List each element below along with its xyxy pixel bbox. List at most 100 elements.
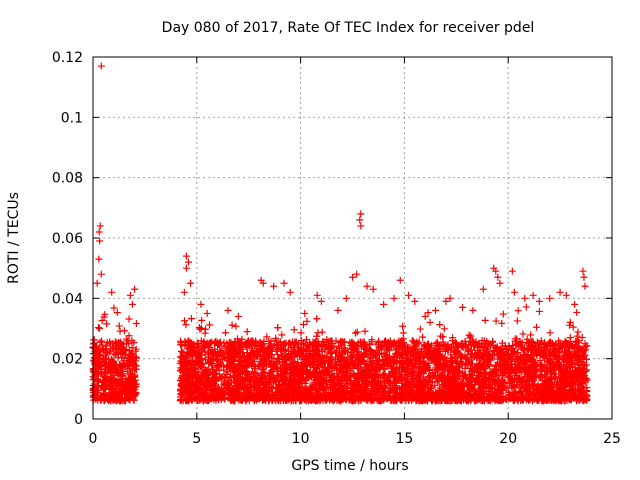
data-point [198,316,206,324]
data-point [533,323,541,331]
data-point [122,387,130,395]
data-point [132,347,140,355]
data-point [323,353,331,361]
data-point [274,351,282,359]
y-tick-label: 0.04 [52,291,83,307]
data-point [118,364,126,372]
data-point [299,340,307,348]
data-point [111,377,119,385]
data-point [108,382,116,390]
x-tick-label: 10 [292,431,310,447]
data-point [113,309,121,317]
data-point [522,303,530,311]
data-point [573,308,581,316]
data-point [498,319,506,327]
data-point [461,337,469,345]
data-point [94,375,102,383]
data-point [386,346,394,354]
data-point [95,359,103,367]
data-point [290,326,298,334]
data-point [132,365,140,373]
data-point [398,368,406,376]
x-tick-label: 5 [192,431,201,447]
data-point [102,361,110,369]
data-point [125,394,133,402]
data-point [110,350,118,358]
x-tick-label: 15 [395,431,413,447]
data-point [353,328,361,336]
data-point [399,322,407,330]
data-point [514,307,522,315]
data-point [115,322,123,330]
data-point [126,357,134,365]
data-point [128,344,136,352]
data-point [578,334,586,342]
data-point [116,339,124,347]
data-point [513,317,521,325]
data-point [481,316,489,324]
data-point [94,324,102,332]
data-point [103,376,111,384]
chart-title: Day 080 of 2017, Rate Of TEC Index for r… [162,20,535,36]
data-point [416,325,424,333]
data-point [228,321,236,329]
data-point [102,385,110,393]
data-point [527,331,535,339]
data-point [187,315,195,323]
data-point [263,333,271,341]
data-point [492,317,500,325]
x-tick-label: 25 [603,431,621,447]
data-point [102,348,110,356]
data-point [100,356,108,364]
data-point [206,321,214,329]
data-point [499,310,507,318]
data-point [113,392,121,400]
data-point [519,330,527,338]
data-point [351,329,359,337]
data-point [232,322,240,330]
data-point [298,339,306,347]
data-point [98,317,106,325]
data-point [131,371,139,379]
data-point [129,362,137,370]
data-point [112,384,120,392]
x-tick-label: 0 [89,431,98,447]
y-tick-label: 0.08 [52,171,83,187]
data-point [105,392,113,400]
data-point [221,329,229,337]
data-point [125,315,133,323]
data-point [297,329,305,337]
data-point [535,307,543,315]
data-point [426,318,434,326]
data-point [118,394,126,402]
data-point [181,317,189,325]
data-point [130,392,138,400]
data-point [278,331,286,339]
y-tick-label: 0.02 [52,352,83,368]
data-points [89,62,591,405]
data-point [122,393,130,401]
data-point [94,386,102,394]
data-point [110,388,118,396]
data-point [299,321,307,329]
data-point [127,384,135,392]
data-point [98,337,106,345]
data-point [546,329,554,337]
data-point [94,347,102,355]
y-tick-label: 0.1 [61,110,83,126]
data-point [243,328,251,336]
data-point [113,381,121,389]
data-point [120,360,128,368]
data-point [128,337,136,345]
data-point [574,328,582,336]
data-point [91,392,99,400]
data-point [100,389,108,397]
data-point [110,360,118,368]
data-point [124,361,132,369]
axis-ticks: 00.020.040.060.080.10.120 5 10 15 20 25 [52,50,621,447]
data-point [361,327,369,335]
data-point [425,377,433,385]
data-point [132,319,140,327]
data-point [268,354,276,362]
data-point [117,380,125,388]
